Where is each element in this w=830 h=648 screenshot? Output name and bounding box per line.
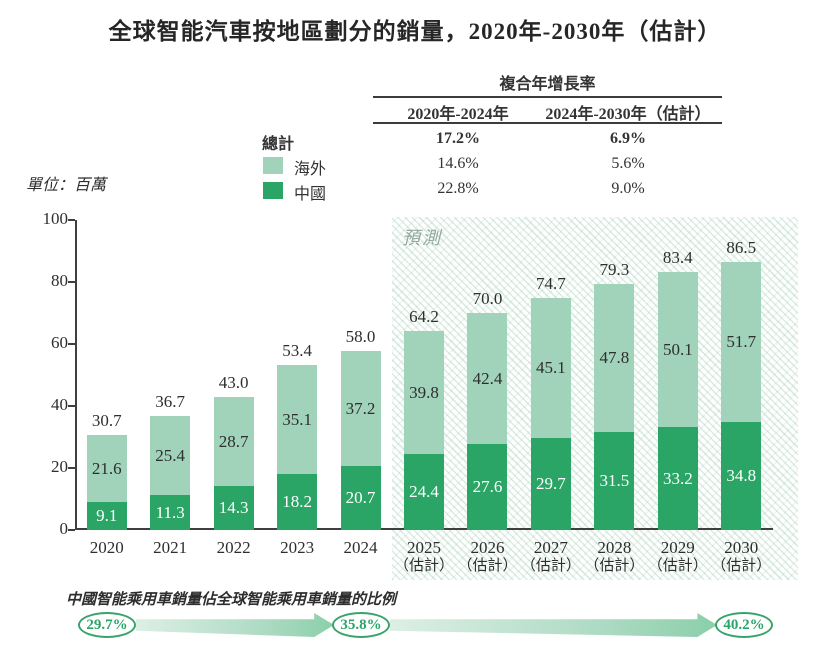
y-tick-label-0: 0 [59,519,69,538]
y-tick-label-80: 80 [51,271,68,290]
bar-total-label-2021: 36.7 [155,392,186,411]
bar-segment-overseas-2023: 35.1 [277,365,318,474]
y-tick-mark-60 [68,343,75,345]
legend-total-label: 總計 [262,136,295,153]
bar-total-label-2027: 74.7 [536,274,566,293]
y-tick-label-100: 100 [42,209,69,228]
unit-label: 單位：百萬 [26,177,107,194]
bar-segment-china-2029: 33.2 [657,427,698,530]
y-tick-mark-80 [68,281,75,283]
bar-total-label-2020: 30.7 [91,411,122,430]
bar-segment-overseas-2026: 42.4 [467,313,508,444]
bar-total-label-2024: 58.0 [345,327,376,346]
legend-swatch-china [263,182,283,199]
legend-overseas-label: 海外 [294,161,327,178]
bar-total-label-2028: 79.3 [599,260,630,279]
x-axis-estimate-suffix-2030: （估計） [711,558,772,574]
y-tick-mark-40 [68,405,75,407]
footer-note: 中國智能乘用車銷量佔全球智能乘用車銷量的比例 [66,592,397,608]
cagr-table-rule-top [373,96,722,98]
cagr-china-2024-2030: 9.0% [611,180,645,197]
x-axis-label-2026: 2026 （估計） [451,538,524,576]
bar-segment-china-2021: 11.3 [150,495,191,530]
bar-segment-overseas-2024: 37.2 [340,351,381,466]
bar-segment-overseas-2029: 50.1 [657,272,698,427]
y-tick-mark-100 [68,219,75,221]
cagr-table-rule-bottom [373,122,722,124]
x-axis-label-2030: 2030 （估計） [705,538,778,576]
x-axis-label-2024: 2024 [343,538,378,557]
bar-segment-overseas-2022: 28.7 [213,397,254,486]
legend-swatch-overseas [263,157,283,174]
y-tick-mark-0 [68,529,75,531]
bar-segment-china-2023: 18.2 [277,474,318,530]
y-tick-label-40: 40 [51,395,68,414]
y-tick-label-20: 20 [51,457,68,476]
bar-segment-overseas-2020: 21.6 [86,435,127,502]
cagr-column-header-2020-2024: 2020年-2024年 [407,106,509,123]
bar-total-label-2026: 70.0 [472,289,503,308]
x-axis-label-2021: 2021 [153,538,188,557]
bar-total-label-2022: 43.0 [218,373,249,392]
x-axis-estimate-suffix-2028: （估計） [584,558,645,574]
bar-segment-china-2028: 31.5 [594,432,635,530]
x-axis-label-2022: 2022 [216,538,251,557]
x-axis-label-2020: 2020 [89,538,124,557]
cagr-overseas-2020-2024: 14.6% [437,155,479,172]
bar-segment-china-2025: 24.4 [404,454,444,530]
cagr-total-2024-2030: 6.9% [610,130,646,147]
bar-segment-china-2022: 14.3 [213,486,254,530]
bar-segment-china-2026: 27.6 [467,444,508,530]
bar-total-label-2030: 86.5 [726,238,757,257]
bar-segment-overseas-2027: 45.1 [530,298,571,438]
x-axis-label-2025: 2025 （估計） [387,538,460,576]
x-axis-label-2027: 2027 （估計） [514,538,587,576]
bar-segment-overseas-2028: 47.8 [594,284,635,432]
x-axis-estimate-suffix-2025: （估計） [393,558,454,574]
cagr-table-header: 複合年增長率 [499,76,596,93]
x-axis-estimate-suffix-2029: （估計） [647,558,708,574]
share-badge-2024: 35.8% [332,612,390,638]
cagr-china-2020-2024: 22.8% [437,180,479,197]
bar-segment-overseas-2025: 39.8 [404,331,444,454]
bar-segment-china-2030: 34.8 [721,422,762,530]
y-tick-label-60: 60 [51,333,68,352]
bar-segment-china-2020: 9.1 [86,502,127,530]
growth-arrow-1 [136,613,334,637]
x-axis-label-2029: 2029 （估計） [641,538,714,576]
cagr-column-header-2024-2030: 2024年-2030年（估計） [545,106,711,123]
cagr-overseas-2024-2030: 5.6% [611,155,645,172]
x-axis-estimate-suffix-2026: （估計） [457,558,518,574]
bar-total-label-2023: 53.4 [282,341,312,360]
x-axis-label-2023: 2023 [280,538,315,557]
page-title: 全球智能汽車按地區劃分的銷量，2020年-2030年（估計） [108,19,722,44]
share-badge-2030: 40.2% [715,612,773,638]
legend-china-label: 中國 [294,186,327,203]
y-tick-mark-20 [68,467,75,469]
x-axis-estimate-suffix-2027: （估計） [520,558,581,574]
growth-arrow-2 [390,613,717,637]
bar-segment-overseas-2021: 25.4 [150,416,191,495]
bar-total-label-2029: 83.4 [662,248,693,267]
bar-total-label-2025: 64.2 [409,307,439,326]
bar-segment-china-2027: 29.7 [530,438,571,530]
forecast-label: 預測 [402,228,442,248]
bar-segment-china-2024: 20.7 [340,466,381,530]
x-axis-label-2028: 2028 （估計） [578,538,651,576]
cagr-total-2020-2024: 17.2% [436,130,480,147]
share-badge-2020: 29.7% [78,612,136,638]
bar-segment-overseas-2030: 51.7 [721,262,762,422]
